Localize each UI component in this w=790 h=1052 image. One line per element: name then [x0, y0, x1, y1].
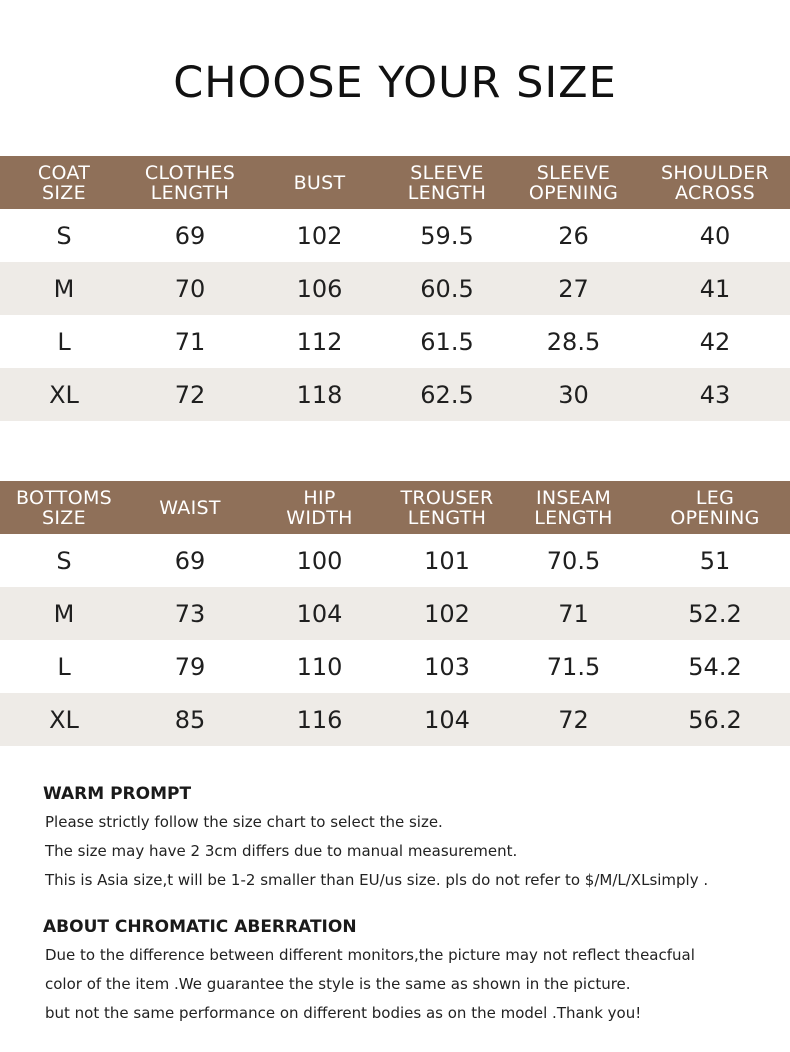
table-cell: 56.2: [688, 705, 742, 734]
table-row: XL 85 116 104 72 56.2: [0, 693, 790, 746]
table-cell: 71.5: [546, 652, 601, 681]
table-cell: XL: [49, 380, 79, 409]
table-row: XL 72 118 62.5 30 43: [0, 368, 790, 421]
table-cell: 40: [699, 221, 731, 250]
table-cell: 72: [558, 705, 589, 734]
table-row: S 69 100 101 70.5 51: [0, 534, 790, 587]
table-cell: M: [53, 274, 75, 303]
table-cell: 73: [174, 599, 206, 628]
header-cell: BUST: [293, 171, 346, 194]
table-cell: 69: [174, 221, 206, 250]
table-row: M 70 106 60.5 27 41: [0, 262, 790, 315]
warm-prompt-heading: WARM PROMPT: [43, 784, 192, 804]
table-cell: 79: [174, 652, 206, 681]
table-cell: 28.5: [546, 327, 601, 356]
table-cell: 101: [424, 546, 470, 575]
table-cell: 42: [699, 327, 731, 356]
header-cell: WAIST: [159, 496, 221, 519]
table-cell: M: [53, 599, 75, 628]
table-cell: L: [57, 327, 71, 356]
note-line: The size may have 2 3cm differs due to m…: [45, 842, 518, 860]
table-cell: 59.5: [420, 221, 474, 250]
table-cell: 71: [174, 327, 206, 356]
table-header: BOTTOMS SIZE WAIST HIP WIDTH TROUSER LEN…: [0, 481, 790, 534]
table-cell: 60.5: [420, 274, 474, 303]
note-line: Please strictly follow the size chart to…: [45, 813, 443, 831]
table-row: M 73 104 102 71 52.2: [0, 587, 790, 640]
header-cell: BOTTOMS SIZE: [15, 486, 113, 529]
note-line: This is Asia size,t will be 1-2 smaller …: [45, 871, 709, 889]
warm-prompt-section: WARM PROMPT Please strictly follow the s…: [43, 783, 763, 895]
page-title: CHOOSE YOUR SIZE: [173, 58, 617, 108]
table-cell: 112: [296, 327, 343, 356]
table-cell: 27: [558, 274, 589, 303]
table-row: L 79 110 103 71.5 54.2: [0, 640, 790, 693]
table-cell: 100: [296, 546, 343, 575]
header-cell: COAT SIZE: [37, 161, 91, 204]
header-cell: HIP WIDTH: [286, 486, 353, 529]
table-cell: S: [56, 546, 72, 575]
table-cell: 110: [296, 652, 343, 681]
table-cell: XL: [49, 705, 79, 734]
note-line: color of the item .We guarantee the styl…: [45, 975, 631, 993]
table-cell: 103: [424, 652, 470, 681]
table-cell: 72: [174, 380, 206, 409]
table-cell: 30: [558, 380, 589, 409]
table-cell: 43: [699, 380, 731, 409]
table-cell: 54.2: [688, 652, 742, 681]
table-cell: 52.2: [688, 599, 742, 628]
table-cell: 61.5: [420, 327, 474, 356]
table-cell: 116: [296, 705, 343, 734]
header-cell: CLOTHES LENGTH: [144, 161, 236, 204]
table-cell: 26: [558, 221, 589, 250]
note-line: but not the same performance on differen…: [45, 1004, 642, 1022]
header-cell: INSEAM LENGTH: [534, 486, 613, 529]
table-cell: 106: [296, 274, 343, 303]
table-cell: 118: [296, 380, 343, 409]
table-header: COAT SIZE CLOTHES LENGTH BUST SLEEVE LEN…: [0, 156, 790, 209]
table-cell: 85: [174, 705, 206, 734]
table-cell: 104: [296, 599, 343, 628]
table-cell: 62.5: [420, 380, 474, 409]
table-cell: L: [57, 652, 71, 681]
chromatic-aberration-section: ABOUT CHROMATIC ABERRATION Due to the di…: [43, 916, 763, 1028]
header-cell: LEG OPENING: [670, 486, 760, 529]
chromatic-heading: ABOUT CHROMATIC ABERRATION: [43, 917, 357, 937]
header-cell: SHOULDER ACROSS: [660, 161, 770, 204]
table-cell: 71: [558, 599, 589, 628]
table-cell: 70: [174, 274, 206, 303]
bottoms-size-table: BOTTOMS SIZE WAIST HIP WIDTH TROUSER LEN…: [0, 481, 790, 746]
table-cell: 102: [296, 221, 343, 250]
header-cell: SLEEVE OPENING: [528, 161, 619, 204]
table-cell: 69: [174, 546, 206, 575]
note-line: Due to the difference between different …: [45, 946, 695, 964]
coat-size-table: COAT SIZE CLOTHES LENGTH BUST SLEEVE LEN…: [0, 156, 790, 421]
table-cell: 104: [424, 705, 470, 734]
table-cell: 102: [424, 599, 470, 628]
table-row: L 71 112 61.5 28.5 42: [0, 315, 790, 368]
table-cell: S: [56, 221, 72, 250]
header-cell: TROUSER LENGTH: [400, 486, 494, 529]
table-cell: 70.5: [546, 546, 601, 575]
header-cell: SLEEVE LENGTH: [407, 161, 487, 204]
table-cell: 41: [699, 274, 731, 303]
table-row: S 69 102 59.5 26 40: [0, 209, 790, 262]
table-cell: 51: [699, 546, 731, 575]
